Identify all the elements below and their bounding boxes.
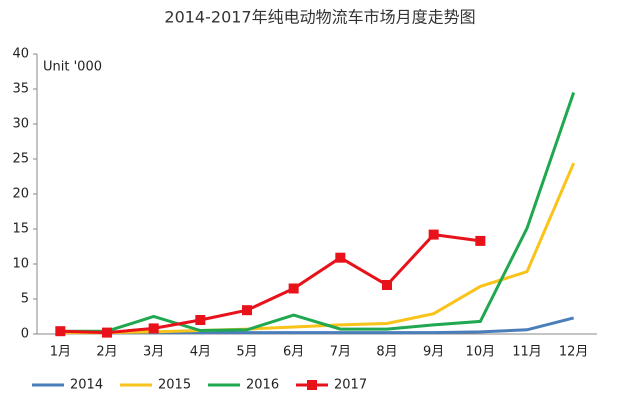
marker <box>242 305 252 316</box>
x-tick-label: 2月 <box>96 345 117 360</box>
marker <box>475 235 486 246</box>
x-tick-label: 6月 <box>283 345 304 360</box>
series-line <box>60 92 576 333</box>
y-tick-label: 40 <box>12 47 29 62</box>
x-tick-label: 9月 <box>423 345 444 360</box>
chart-title: 2014-2017年纯电动物流车市场月度走势图 <box>164 8 475 27</box>
legend-label: 2016 <box>246 378 279 393</box>
series-line <box>60 233 481 335</box>
marker <box>148 323 159 334</box>
x-tick-label: 7月 <box>330 345 351 360</box>
y-tick-label: 30 <box>12 117 29 132</box>
x-tick-label: 3月 <box>143 345 164 360</box>
y-tick-label: 15 <box>12 222 29 237</box>
marker <box>382 280 392 290</box>
x-tick-label: 8月 <box>376 345 397 360</box>
y-tick-label: 35 <box>12 82 29 97</box>
unit-note: Unit '000 <box>43 60 102 75</box>
marker <box>428 229 439 240</box>
marker <box>195 315 206 325</box>
marker <box>102 327 112 338</box>
y-tick-label: 10 <box>12 257 29 272</box>
y-tick-label: 0 <box>21 327 29 342</box>
legend-label: 2017 <box>334 378 367 393</box>
y-tick-label: 20 <box>12 187 29 202</box>
marker <box>335 252 346 263</box>
x-tick-label: 5月 <box>236 345 257 360</box>
x-tick-label: 4月 <box>190 345 211 360</box>
marker <box>288 283 299 294</box>
x-tick-label: 12月 <box>559 345 589 360</box>
marker <box>55 326 66 337</box>
legend-label: 2014 <box>70 378 103 393</box>
legend-label: 2015 <box>158 378 191 393</box>
y-tick-label: 5 <box>21 292 29 307</box>
x-tick-label: 1月 <box>50 345 71 360</box>
x-tick-label: 11月 <box>512 345 542 360</box>
x-tick-label: 10月 <box>466 345 496 360</box>
legend-marker <box>307 380 317 390</box>
y-tick-label: 25 <box>12 152 29 167</box>
series-line <box>60 162 576 335</box>
